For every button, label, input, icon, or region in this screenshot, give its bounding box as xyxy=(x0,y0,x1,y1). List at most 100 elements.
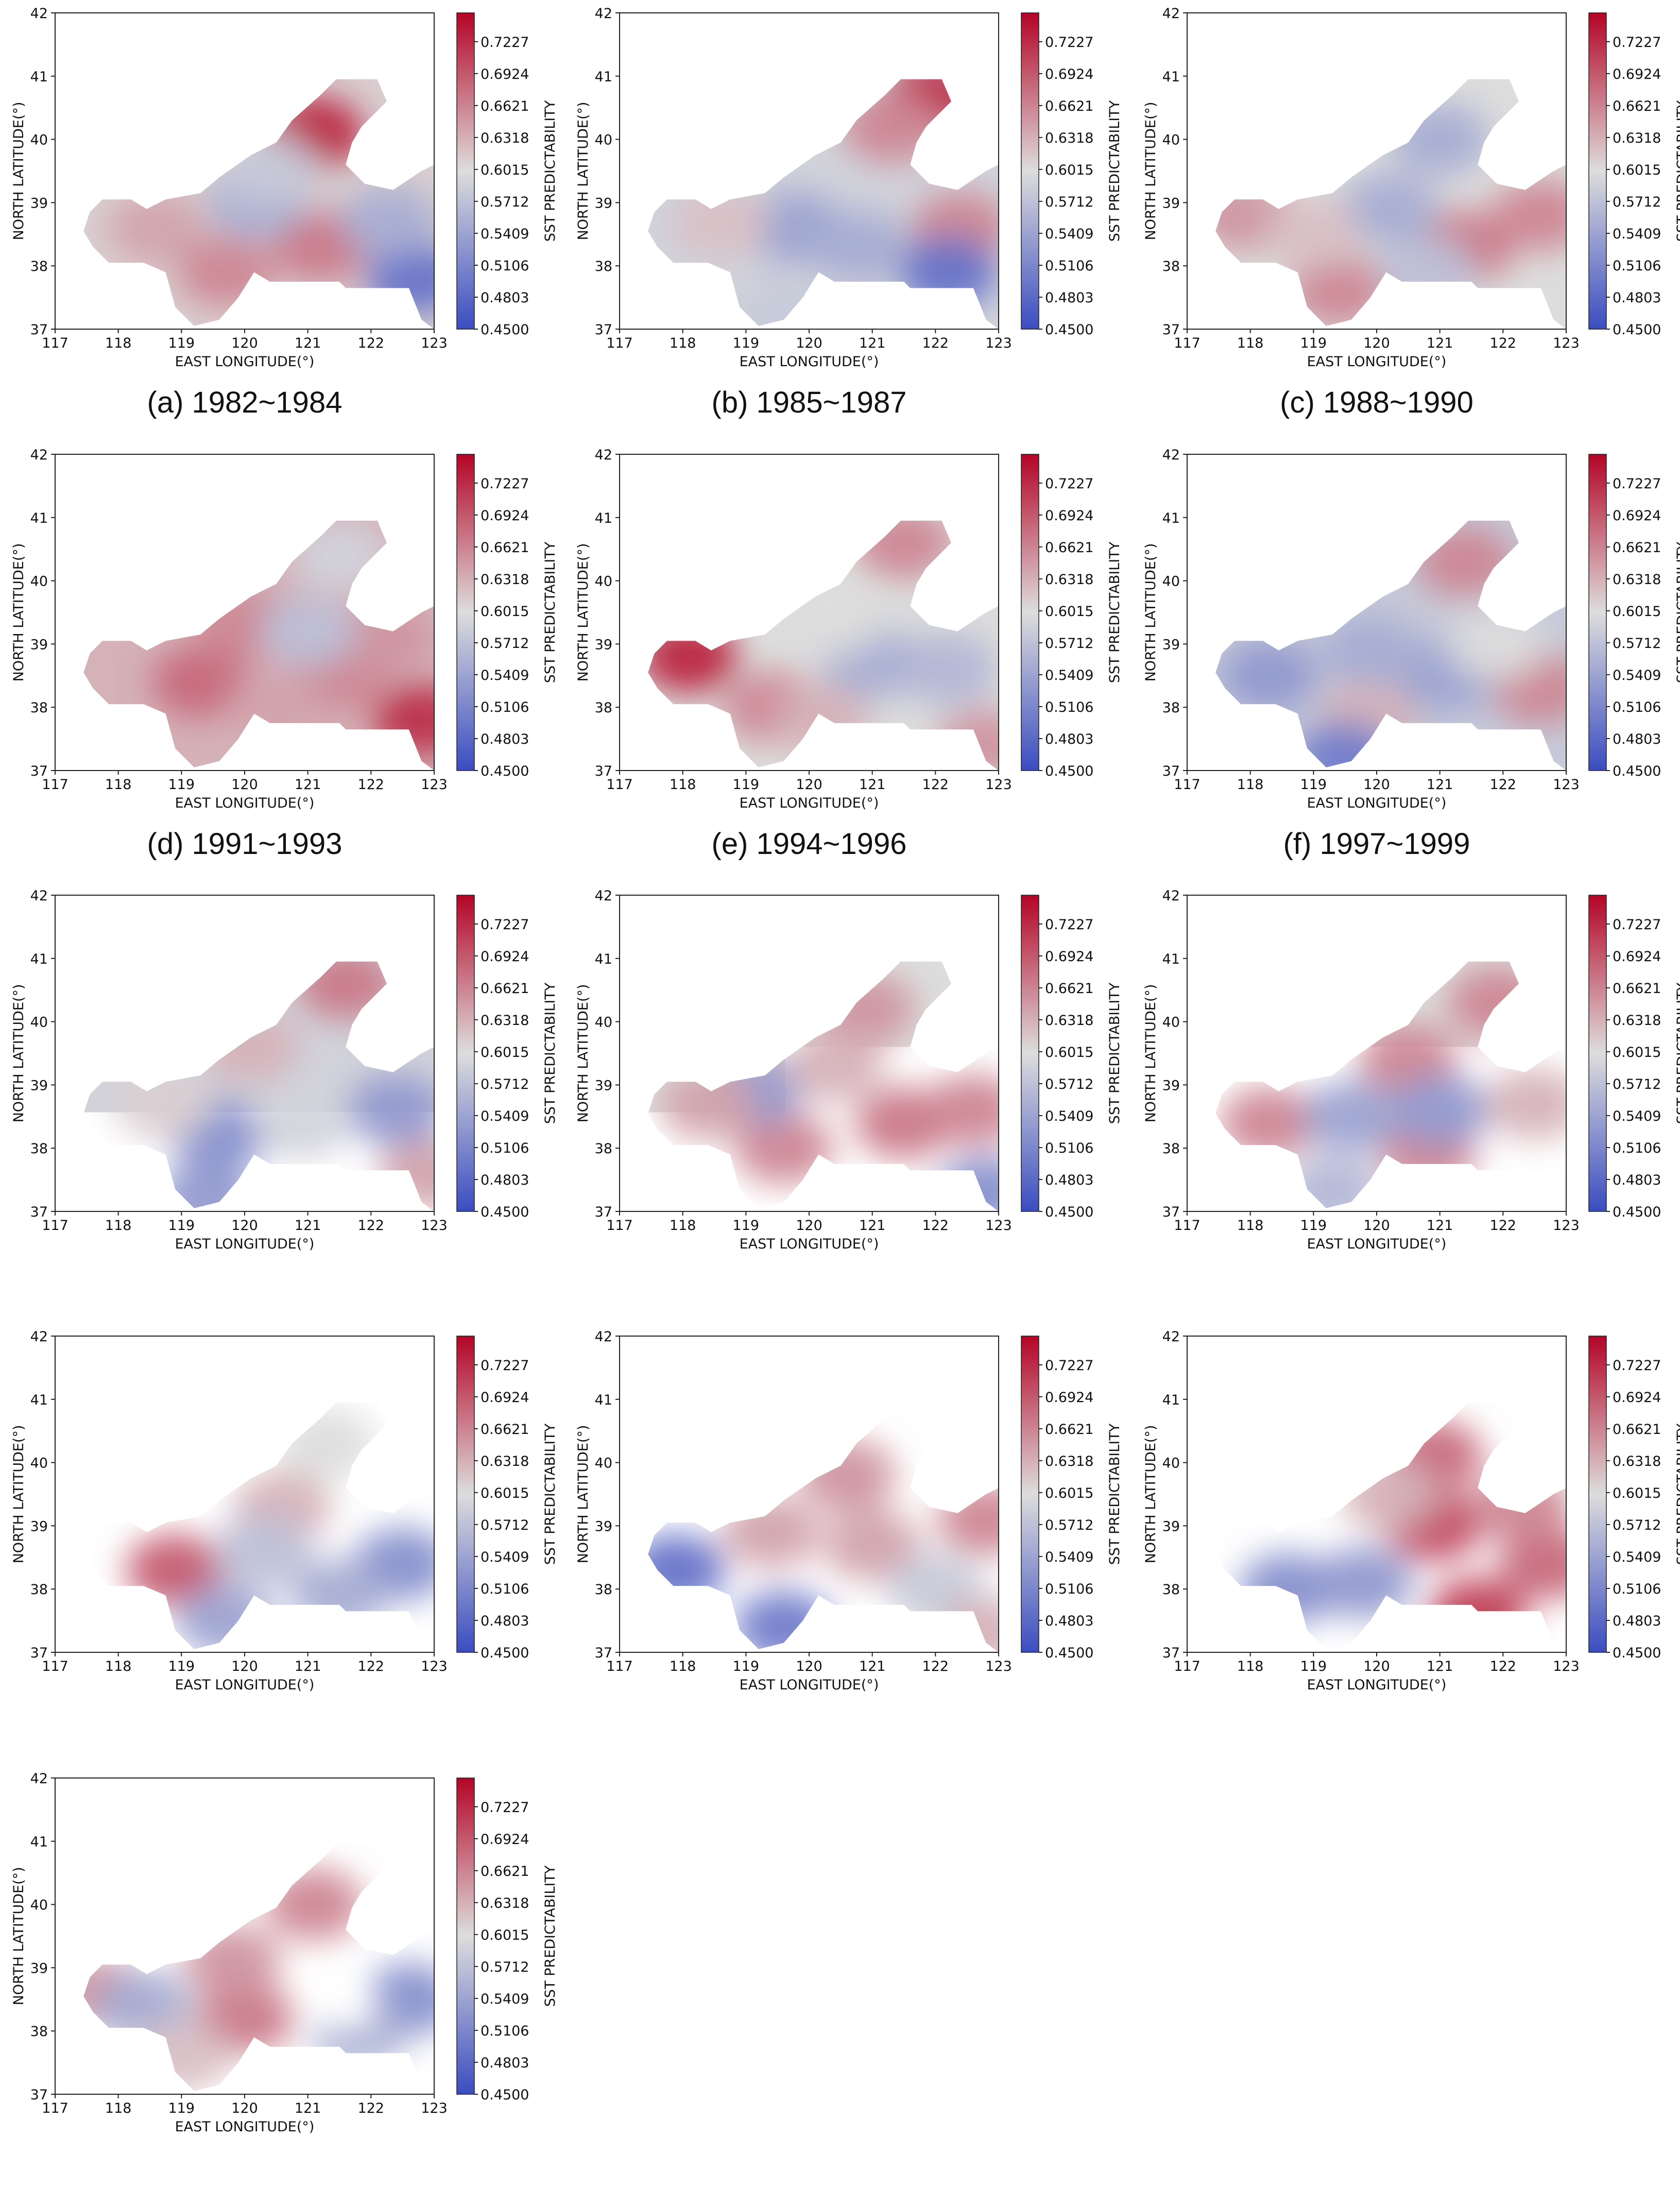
x-tick-label: 119 xyxy=(733,335,760,351)
colorbar-tick-label: 0.6924 xyxy=(1613,949,1661,965)
colorbar-tick-label: 0.6621 xyxy=(481,1422,529,1438)
y-tick-label: 40 xyxy=(595,132,612,148)
y-tick-label: 39 xyxy=(595,1078,612,1093)
y-tick-label: 38 xyxy=(595,700,612,716)
x-tick-label: 122 xyxy=(358,2100,385,2116)
colorbar-tick-label: 0.5106 xyxy=(1613,699,1661,715)
y-tick-label: 38 xyxy=(30,2024,48,2040)
colorbar-tick-label: 0.5712 xyxy=(1045,1517,1093,1533)
x-tick-label: 119 xyxy=(1300,335,1327,351)
y-tick-label: 39 xyxy=(30,1078,48,1093)
y-tick-label: 37 xyxy=(595,763,612,779)
x-tick-label: 119 xyxy=(1300,777,1327,793)
colorbar-tick-label: 0.5712 xyxy=(1613,1517,1661,1533)
y-tick-label: 42 xyxy=(30,1329,48,1345)
colorbar-tick-label: 0.6015 xyxy=(1613,1045,1661,1061)
x-tick-label: 119 xyxy=(733,1658,760,1674)
figure: 117 118 119 120 121 122 123 37 38 39 40 41 42 EAST LO… xyxy=(0,0,1680,2182)
colorbar-tick-label: 0.5409 xyxy=(1613,668,1661,683)
y-axis-label: NORTH LATITUDE(°) xyxy=(11,984,27,1123)
x-tick-label: 120 xyxy=(796,1658,822,1674)
x-tick-label: 118 xyxy=(1237,1658,1264,1674)
colorbar xyxy=(1589,1336,1606,1652)
colorbar-tick-label: 0.5106 xyxy=(481,258,529,274)
panel-svg: 117 118 119 120 121 122 123 37 38 39 40 41 42 EAST LO… xyxy=(1135,1323,1680,1704)
y-tick-label: 39 xyxy=(30,1960,48,1976)
predictability-field xyxy=(1187,1336,1596,1652)
panel-svg: 117 118 119 120 121 122 123 37 38 39 40 41 42 EAST LO… xyxy=(567,0,1134,381)
hotspot-5 xyxy=(899,236,997,308)
colorbar-tick-label: 0.7227 xyxy=(1045,476,1093,492)
colorbar-label: SST PREDICTABILITY xyxy=(1107,100,1123,242)
x-tick-label: 119 xyxy=(733,777,760,793)
x-tick-label: 118 xyxy=(670,1218,696,1234)
y-tick-label: 41 xyxy=(30,951,48,967)
y-tick-label: 42 xyxy=(1162,1329,1180,1345)
colorbar-tick-label: 0.6621 xyxy=(481,981,529,997)
colorbar-tick-label: 0.5712 xyxy=(481,636,529,652)
x-tick-label: 118 xyxy=(670,335,696,351)
colorbar-tick-label: 0.6015 xyxy=(1045,604,1093,620)
panel-caption: (a) 1982~1984 xyxy=(3,385,487,420)
panel-svg: 117 118 119 120 121 122 123 37 38 39 40 41 42 EAST LO… xyxy=(3,0,569,381)
hotspot-2 xyxy=(924,1074,1022,1147)
colorbar-tick-label: 0.6015 xyxy=(481,1045,529,1061)
x-tick-label: 119 xyxy=(168,1658,195,1674)
colorbar xyxy=(457,454,474,771)
y-tick-label: 37 xyxy=(595,1645,612,1661)
colorbar-tick-label: 0.7227 xyxy=(1613,476,1661,492)
y-axis-label: NORTH LATITUDE(°) xyxy=(575,543,591,682)
x-tick-label: 121 xyxy=(1427,335,1453,351)
y-tick-label: 38 xyxy=(30,1582,48,1598)
colorbar-tick-label: 0.6318 xyxy=(1613,130,1661,146)
panel-svg: 117 118 119 120 121 122 123 37 38 39 40 41 42 EAST LO… xyxy=(3,1323,569,1704)
panel-svg: 117 118 119 120 121 122 123 37 38 39 40 41 42 EAST LO… xyxy=(1135,0,1680,381)
predictability-field xyxy=(620,13,1009,352)
y-tick-label: 38 xyxy=(1162,1141,1180,1157)
colorbar-tick-label: 0.5106 xyxy=(1613,1581,1661,1597)
panel-1: 117 118 119 120 121 122 123 37 38 39 40 41 42 EAST LO… xyxy=(3,0,569,441)
y-axis-label: NORTH LATITUDE(°) xyxy=(11,102,27,241)
x-tick-label: 119 xyxy=(1300,1658,1327,1674)
y-tick-label: 37 xyxy=(1162,763,1180,779)
x-tick-label: 122 xyxy=(1490,1658,1517,1674)
colorbar-label: SST PREDICTABILITY xyxy=(542,982,558,1124)
colorbar-label: SST PREDICTABILITY xyxy=(1674,982,1680,1124)
y-tick-label: 37 xyxy=(595,1204,612,1220)
x-tick-label: 120 xyxy=(1363,777,1390,793)
colorbar-tick-label: 0.4803 xyxy=(481,290,529,306)
colorbar-label: SST PREDICTABILITY xyxy=(1674,541,1680,683)
colorbar-tick-label: 0.5409 xyxy=(481,1549,529,1565)
x-tick-label: 121 xyxy=(859,1658,886,1674)
colorbar-tick-label: 0.6924 xyxy=(1045,949,1093,965)
colorbar-tick-label: 0.5106 xyxy=(481,2023,529,2039)
y-tick-label: 40 xyxy=(1162,132,1180,148)
panel-11: 117 118 119 120 121 122 123 37 38 39 40 41 42 EAST LO… xyxy=(567,1323,1134,1764)
colorbar-tick-label: 0.6015 xyxy=(1045,1485,1093,1501)
hotspot-5 xyxy=(202,1011,300,1083)
colorbar-tick-label: 0.4500 xyxy=(1613,763,1661,779)
colorbar-tick-label: 0.7227 xyxy=(481,1800,529,1816)
y-tick-label: 38 xyxy=(1162,1582,1180,1598)
colorbar-tick-label: 0.6924 xyxy=(481,949,529,965)
x-tick-label: 123 xyxy=(421,335,448,351)
colorbar-tick-label: 0.6318 xyxy=(1045,130,1093,146)
hotspot-7 xyxy=(785,583,883,655)
colorbar xyxy=(1589,13,1606,329)
colorbar-tick-label: 0.5409 xyxy=(481,1108,529,1124)
x-tick-label: 123 xyxy=(1553,1218,1580,1234)
colorbar-tick-label: 0.6924 xyxy=(1613,1390,1661,1406)
colorbar-tick-label: 0.7227 xyxy=(1045,1358,1093,1374)
x-tick-label: 122 xyxy=(922,335,949,351)
colorbar-tick-label: 0.5712 xyxy=(481,194,529,210)
y-axis-label: NORTH LATITUDE(°) xyxy=(1143,984,1159,1123)
x-tick-label: 119 xyxy=(168,2100,195,2116)
colorbar-tick-label: 0.6924 xyxy=(481,66,529,82)
colorbar-tick-label: 0.5712 xyxy=(1613,1076,1661,1092)
hotspot-8 xyxy=(227,671,325,743)
colorbar-tick-label: 0.6924 xyxy=(1045,508,1093,524)
colorbar-tick-label: 0.5106 xyxy=(481,1581,529,1597)
x-tick-label: 123 xyxy=(1553,1658,1580,1674)
panel-caption: (i) 2006~2008 xyxy=(1135,1268,1619,1302)
colorbar xyxy=(457,1336,474,1652)
